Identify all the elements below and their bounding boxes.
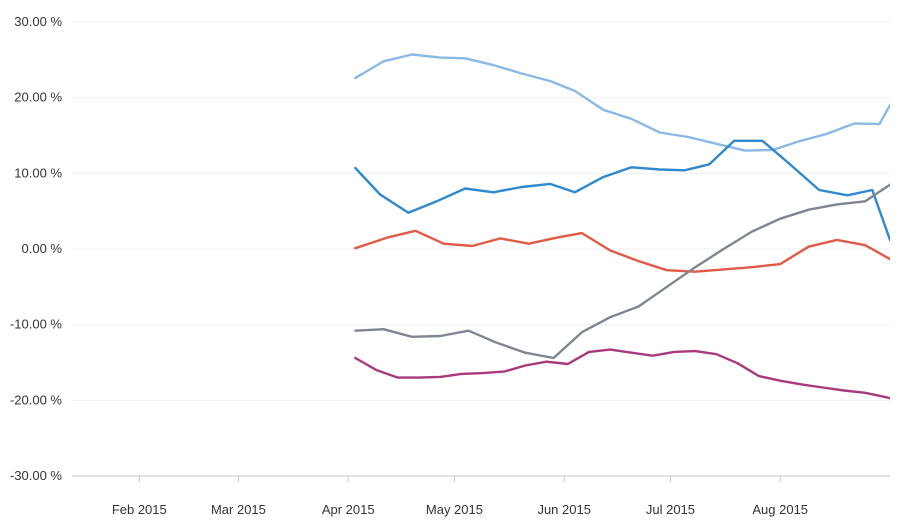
y-tick-label: -20.00 % — [10, 392, 62, 407]
y-tick-label: -10.00 % — [10, 317, 62, 332]
x-tick-label: Jul 2015 — [646, 502, 695, 517]
x-tick-label: Aug 2015 — [752, 502, 808, 517]
series-purple-line — [354, 348, 890, 400]
y-tick-label: 10.00 % — [14, 165, 62, 180]
x-tick-label: May 2015 — [426, 502, 483, 517]
series-blue-line — [354, 139, 890, 242]
y-axis-labels: 30.00 % 20.00 % 10.00 % 0.00 % -10.00 % -20.0… — [10, 14, 62, 483]
series-red-line — [354, 229, 890, 273]
x-tick-label: Apr 2015 — [322, 502, 375, 517]
x-tick-label: Mar 2015 — [211, 502, 266, 517]
y-tick-label: -30.00 % — [10, 468, 62, 483]
grid — [72, 21, 890, 477]
series-light-blue-line — [354, 53, 890, 152]
x-tick-label: Feb 2015 — [112, 502, 167, 517]
x-axis-labels: Feb 2015 Mar 2015 Apr 2015 May 2015 Jun 2015… — [112, 476, 808, 517]
series-group — [354, 53, 890, 400]
series-gray-line — [354, 183, 890, 360]
x-tick-label: Jun 2015 — [537, 502, 591, 517]
y-tick-label: 20.00 % — [14, 90, 62, 105]
y-tick-label: 0.00 % — [22, 241, 63, 256]
y-tick-label: 30.00 % — [14, 14, 62, 29]
